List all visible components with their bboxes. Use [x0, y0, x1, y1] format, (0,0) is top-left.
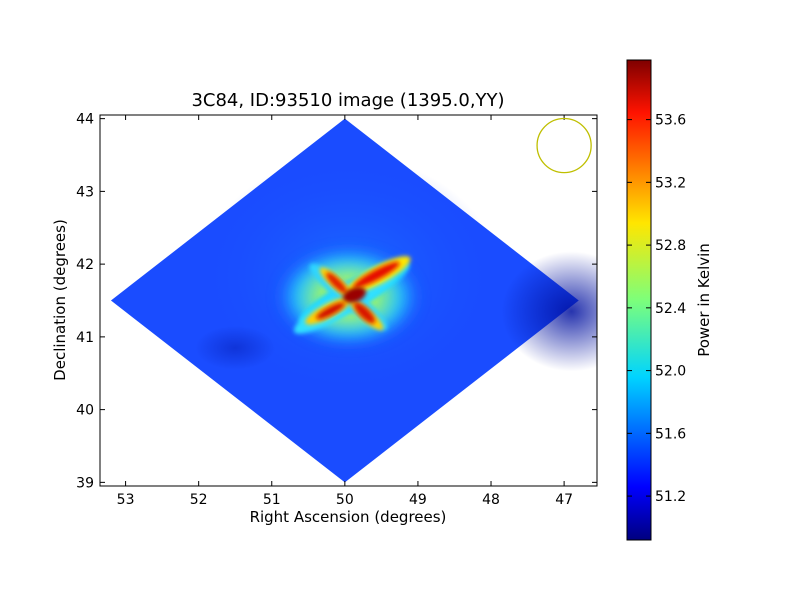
colorbar-tick-label: 51.6 [655, 426, 686, 442]
source-emission [273, 244, 424, 349]
y-tick-label: 39 [76, 475, 94, 491]
chart-title: 3C84, ID:93510 image (1395.0,YY) [191, 90, 504, 111]
plot-frame [99, 114, 598, 487]
colorbar [626, 59, 652, 541]
colorbar-tick-label: 53.6 [655, 113, 686, 129]
y-tick-label: 43 [76, 184, 94, 200]
x-tick-label: 51 [263, 492, 281, 508]
arm-red-nw [326, 272, 347, 294]
colorbar-tick-label: 52.8 [655, 238, 686, 254]
y-tick-label: 40 [76, 403, 94, 419]
x-axis: 53 52 51 50 49 48 47 [117, 115, 573, 508]
colorbar-ticks: 51.2 51.6 52.0 52.4 52.8 53.2 53.6 [627, 113, 686, 505]
heatmap-image [110, 118, 597, 483]
y-axis-label: Declination (degrees) [51, 219, 69, 381]
x-tick-label: 53 [117, 492, 135, 508]
arm-red-se [353, 302, 376, 324]
x-tick-label: 47 [555, 492, 573, 508]
colorbar-label: Power in Kelvin [695, 243, 713, 357]
arm-red-sw [316, 302, 345, 320]
y-tick-label: 41 [76, 330, 94, 346]
colorbar-tick-label: 51.2 [655, 489, 686, 505]
arm-red-ne [353, 261, 400, 288]
dark-corner-east [501, 251, 597, 372]
x-tick-label: 49 [409, 492, 427, 508]
x-tick-label: 48 [482, 492, 500, 508]
core-peak [342, 287, 367, 303]
colorbar-tick-label: 52.0 [655, 364, 686, 380]
y-tick-label: 44 [76, 112, 94, 128]
x-tick-label: 52 [190, 492, 208, 508]
coverage-shading [195, 156, 597, 397]
dark-patch-west [195, 325, 276, 370]
y-tick-label: 42 [76, 257, 94, 273]
y-axis: 39 40 41 42 43 44 [76, 112, 597, 491]
colorbar-tick-label: 52.4 [655, 301, 686, 317]
colorbar-tick-label: 53.2 [655, 175, 686, 191]
x-axis-label: Right Ascension (degrees) [250, 508, 447, 526]
beam-marker [536, 117, 592, 174]
x-tick-label: 50 [336, 492, 354, 508]
